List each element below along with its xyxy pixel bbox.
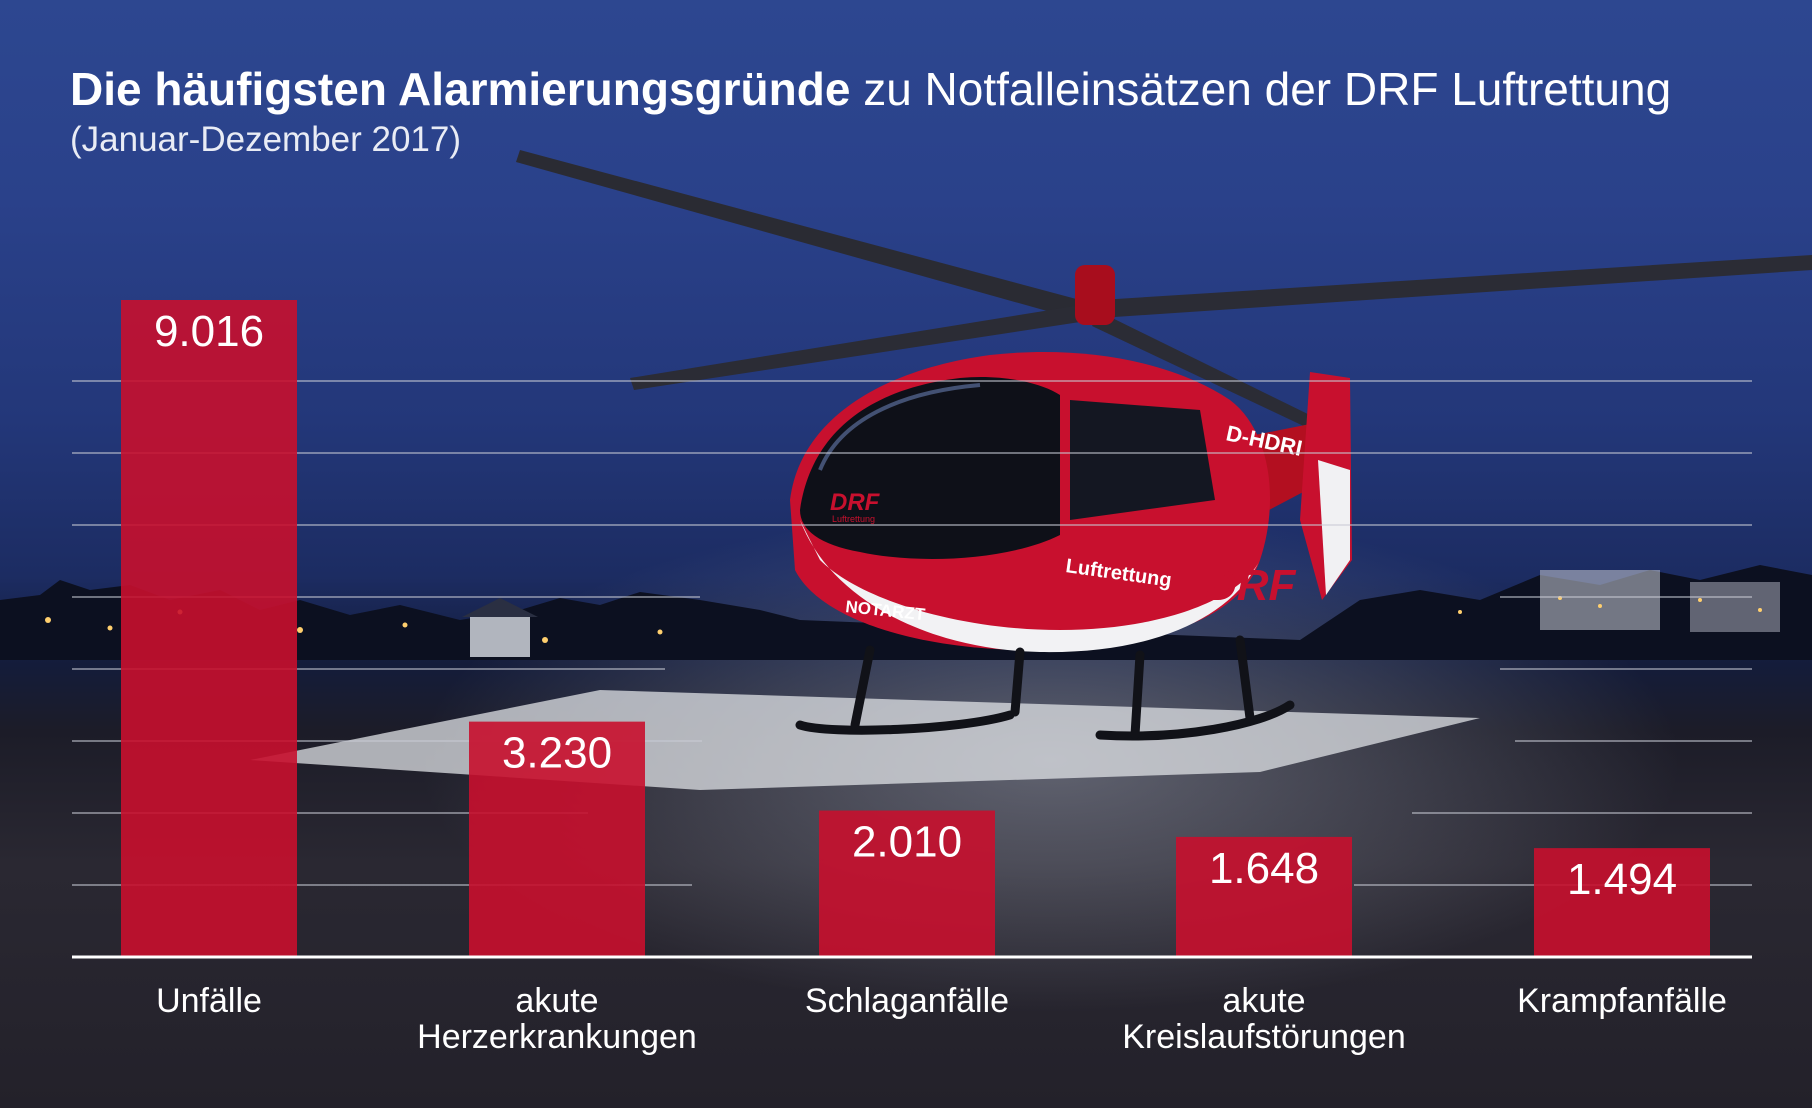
category-label: Kreislaufstörungen (1122, 1018, 1406, 1056)
bar (1176, 836, 1352, 957)
house-roof (462, 598, 538, 617)
category-label: akute (515, 982, 598, 1020)
landing-skids (795, 635, 1295, 741)
cockpit-glass (800, 376, 1060, 559)
value-label: 1.494 (1567, 855, 1677, 904)
bar (819, 810, 995, 957)
category-label: Unfälle (156, 982, 262, 1020)
side-window (1070, 400, 1215, 520)
category-label: akute (1222, 982, 1305, 1020)
bar (121, 300, 297, 957)
building (1690, 582, 1780, 632)
bar (469, 721, 645, 957)
logo-nose: DRF (830, 489, 881, 516)
bar (1534, 848, 1710, 957)
treeline (0, 565, 1812, 660)
title-bold: Die häufigsten Alarmierungsgründe (70, 63, 851, 115)
value-label: 9.016 (154, 307, 264, 356)
gridlines (72, 380, 1752, 886)
value-label: 1.648 (1209, 844, 1319, 893)
value-label: 3.230 (502, 729, 612, 778)
logo-door: DRF (1205, 561, 1297, 610)
title-block: Die häufigsten Alarmierungsgründe zu Not… (70, 62, 1671, 162)
category-label: Schlaganfälle (805, 982, 1009, 1020)
logo-nose-sub: Luftrettung (832, 514, 875, 524)
category-label: Herzerkrankungen (417, 1018, 697, 1056)
chart-title: Die häufigsten Alarmierungsgründe zu Not… (70, 62, 1671, 116)
chart-subtitle: (Januar-Dezember 2017) (70, 120, 462, 159)
value-label: 2.010 (852, 818, 962, 867)
title-rest: zu Notfalleinsätzen der DRF Luftrettung (863, 63, 1672, 115)
tail-fin-white (1318, 460, 1350, 595)
house (470, 615, 530, 657)
rotor-blades (516, 150, 1812, 430)
value-labels: 9.016 3.230 2.010 1.648 1.494 (154, 307, 1677, 904)
rotor-mast (1075, 265, 1115, 325)
category-label: Krampfanfälle (1517, 982, 1727, 1020)
fuselage-white (800, 520, 1260, 653)
category-labels: Unfälle akuteHerzerkrankungenSchlaganfäll… (156, 982, 1727, 1056)
bars (121, 300, 1710, 957)
